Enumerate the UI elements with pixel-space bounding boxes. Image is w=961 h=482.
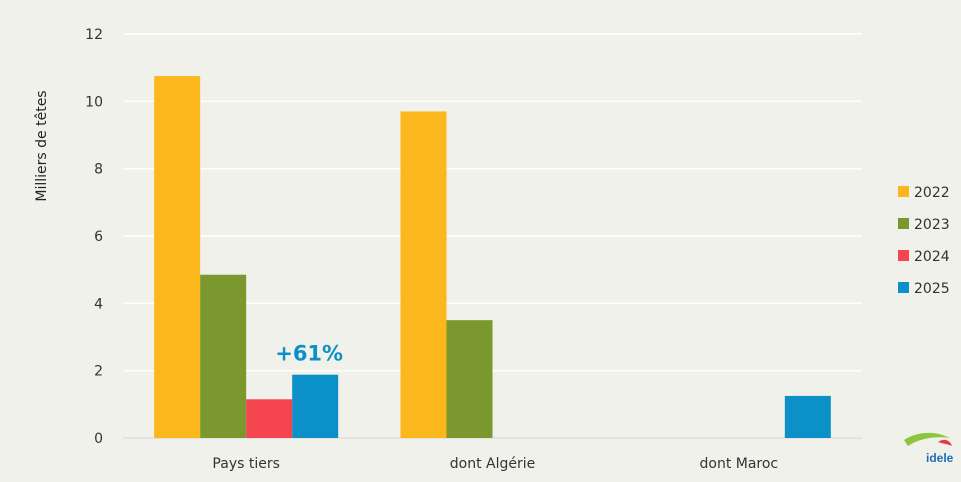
bar-2023 <box>200 274 247 438</box>
legend-label: 2022 <box>914 185 950 201</box>
y-tick-label: 2 <box>94 364 103 380</box>
legend-swatch-2024 <box>898 250 909 261</box>
bar-2024 <box>246 399 293 438</box>
y-tick-label: 10 <box>85 94 103 110</box>
y-tick-label: 6 <box>94 229 103 245</box>
bar-2025 <box>784 395 831 438</box>
logo-text: idele <box>926 451 954 465</box>
legend-swatch-2022 <box>898 186 909 197</box>
category-label: dont Algérie <box>450 456 536 472</box>
category-label: Pays tiers <box>212 456 279 472</box>
bar-2023 <box>446 320 493 438</box>
bar-2022 <box>154 76 201 438</box>
y-tick-label: 4 <box>94 296 103 312</box>
annotation-label: +61% <box>275 342 343 366</box>
legend-label: 2024 <box>914 249 950 265</box>
idele-logo-icon: idele <box>904 432 954 465</box>
legend-swatch-2025 <box>898 282 909 293</box>
legend-label: 2025 <box>914 281 950 297</box>
category-label: dont Maroc <box>700 456 779 472</box>
bar-2022 <box>400 111 447 438</box>
legend-swatch-2023 <box>898 218 909 229</box>
legend-label: 2023 <box>914 217 950 233</box>
y-axis-label: Milliers de têtes <box>34 90 50 201</box>
y-tick-label: 12 <box>85 27 103 43</box>
y-tick-label: 0 <box>94 431 103 447</box>
bar-2025 <box>292 374 339 438</box>
y-tick-label: 8 <box>94 162 103 178</box>
